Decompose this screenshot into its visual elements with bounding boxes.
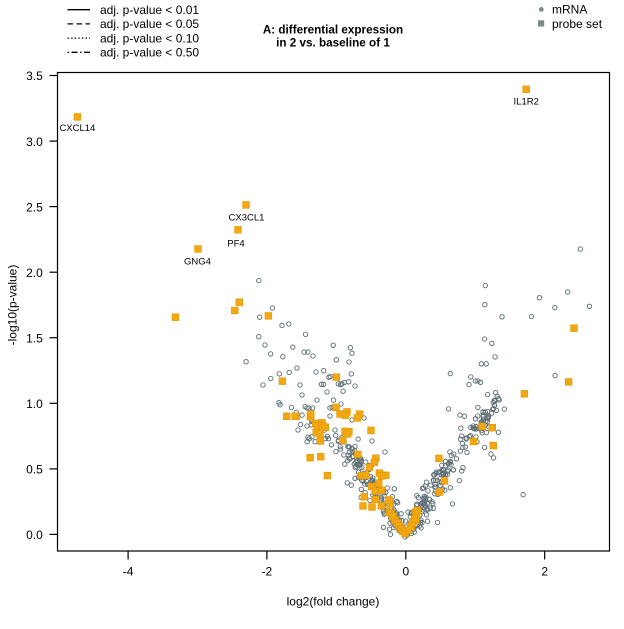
svg-text:0.5: 0.5 — [26, 463, 43, 477]
svg-text:-2: -2 — [262, 565, 273, 579]
svg-text:mRNA: mRNA — [552, 3, 587, 17]
svg-text:adj. p-value < 0.10: adj. p-value < 0.10 — [100, 31, 199, 45]
svg-text:2.5: 2.5 — [26, 200, 43, 214]
svg-text:1.0: 1.0 — [26, 397, 43, 411]
svg-text:PF4: PF4 — [227, 239, 244, 250]
svg-text:3.0: 3.0 — [26, 135, 43, 149]
svg-text:1.5: 1.5 — [26, 331, 43, 345]
svg-text:2.0: 2.0 — [26, 266, 43, 280]
svg-text:IL1R2: IL1R2 — [514, 97, 539, 108]
svg-text:0.0: 0.0 — [26, 528, 43, 542]
svg-text:log2(fold change): log2(fold change) — [287, 595, 380, 609]
svg-text:3.5: 3.5 — [26, 69, 43, 83]
svg-text:0: 0 — [402, 565, 409, 579]
svg-text:-log10(p-value): -log10(p-value) — [6, 265, 20, 346]
svg-text:CXCL14: CXCL14 — [59, 123, 95, 134]
svg-text:GNG4: GNG4 — [184, 257, 211, 268]
svg-text:adj. p-value < 0.01: adj. p-value < 0.01 — [100, 3, 199, 17]
svg-text:A: differential expression: A: differential expression — [263, 23, 403, 36]
svg-text:-4: -4 — [123, 565, 134, 579]
svg-text:adj. p-value < 0.50: adj. p-value < 0.50 — [100, 46, 199, 60]
svg-text:adj. p-value < 0.05: adj. p-value < 0.05 — [100, 17, 199, 31]
svg-text:2: 2 — [541, 565, 548, 579]
svg-text:probe set: probe set — [552, 17, 603, 31]
svg-text:in 2 vs. baseline of 1: in 2 vs. baseline of 1 — [276, 37, 390, 50]
svg-text:CX3CL1: CX3CL1 — [229, 213, 265, 224]
